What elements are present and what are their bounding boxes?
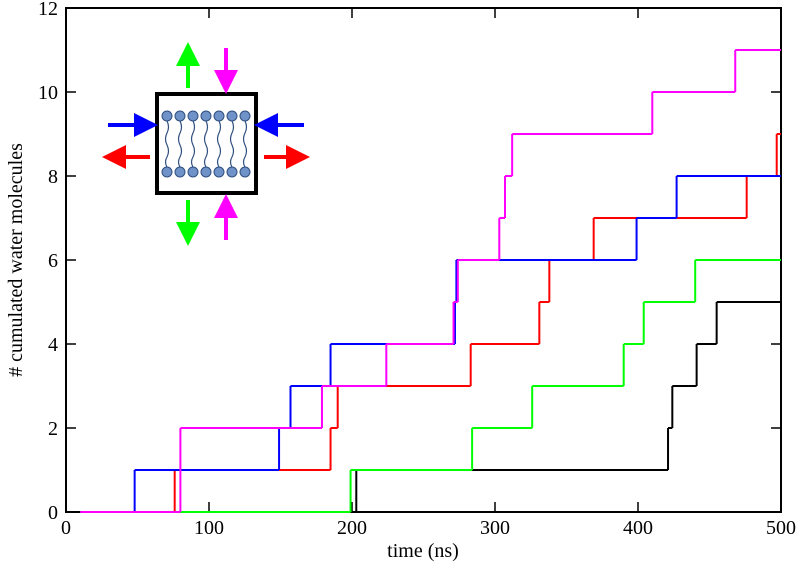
plot-frame	[65, 7, 782, 513]
x-tick-label: 300	[480, 517, 510, 539]
x-tick-label: 200	[337, 517, 367, 539]
box	[155, 92, 258, 195]
y-tick-label: 0	[48, 502, 58, 524]
x-tick-label: 100	[194, 517, 224, 539]
y-tick-label: 12	[38, 0, 58, 20]
y-tick-label: 8	[48, 166, 58, 188]
lipid-heads	[161, 110, 251, 178]
x-tick-label: 0	[61, 517, 71, 539]
y-axis-label: # cumulated water molecules	[5, 143, 27, 377]
y-tick-label: 6	[48, 250, 58, 272]
y-tick-label: 2	[48, 418, 58, 440]
x-axis-label: time (ns)	[387, 540, 459, 562]
lipid-tails	[164, 120, 248, 168]
y-tick-label: 10	[38, 82, 58, 104]
y-tick-label: 4	[48, 334, 58, 356]
x-tick-label: 400	[623, 517, 653, 539]
x-tick-label: 500	[766, 517, 796, 539]
membrane-inset	[102, 42, 310, 246]
